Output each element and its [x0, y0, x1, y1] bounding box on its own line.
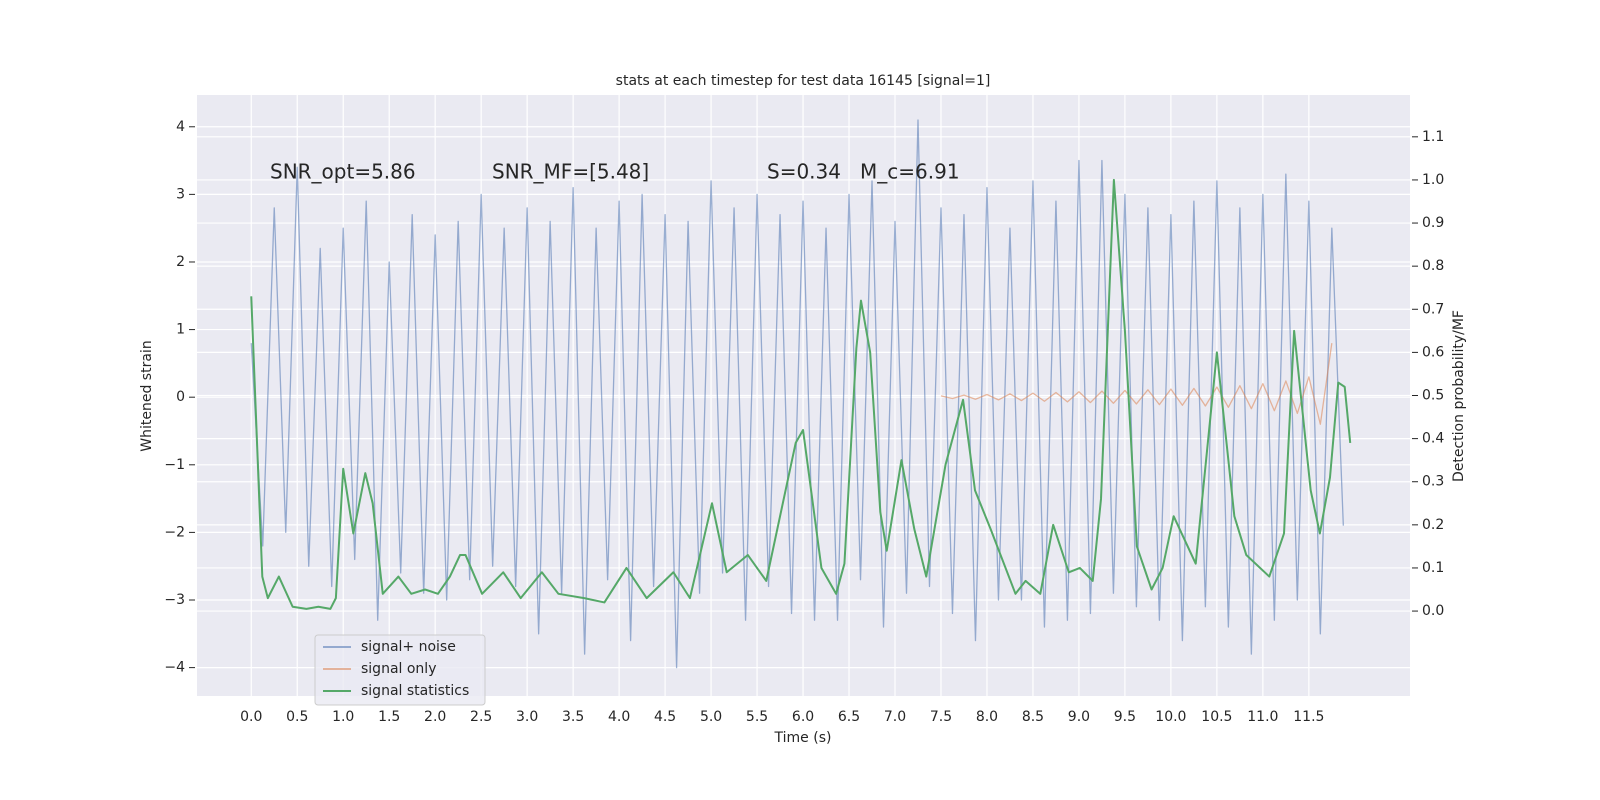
- x-tick-label: 0.0: [240, 709, 262, 725]
- legend-box: [314, 634, 486, 706]
- x-tick-label: 5.0: [700, 709, 722, 725]
- y2-tick-label: 0.7: [1422, 301, 1444, 317]
- y2-tick-label: 0.4: [1422, 431, 1444, 447]
- y2-tick-label: 0.6: [1422, 344, 1444, 360]
- legend-label: signal statistics: [361, 683, 469, 699]
- annotation: M_c=6.91: [860, 160, 960, 184]
- x-tick-label: 9.0: [1068, 709, 1090, 725]
- legend-label: signal only: [361, 661, 436, 677]
- x-tick-label: 9.5: [1114, 709, 1136, 725]
- y-tick-label: −2: [164, 524, 185, 540]
- series-line: [250, 178, 1352, 610]
- y-tick-label: −3: [164, 592, 185, 608]
- x-tick-label: 10.5: [1201, 709, 1232, 725]
- x-tick-label: 1.0: [332, 709, 354, 725]
- legend-label: signal+ noise: [361, 639, 456, 655]
- x-tick-label: 0.5: [286, 709, 308, 725]
- y-tick-label: 2: [176, 254, 185, 270]
- x-tick-label: 3.0: [516, 709, 538, 725]
- y2-tick-label: 0.0: [1422, 603, 1444, 619]
- y2-tick-label: 0.1: [1422, 560, 1444, 576]
- x-tick-label: 6.0: [792, 709, 814, 725]
- y2-tick-label: 0.8: [1422, 258, 1444, 274]
- x-tick-label: 10.0: [1155, 709, 1186, 725]
- y2-axis-label: Detection probability/MF: [1451, 310, 1467, 482]
- series-line: [250, 119, 1344, 669]
- y-tick-label: −4: [164, 660, 185, 676]
- x-tick-label: 2.0: [424, 709, 446, 725]
- y-tick-label: −1: [164, 457, 185, 473]
- x-tick-label: 4.0: [608, 709, 630, 725]
- x-tick-label: 6.5: [838, 709, 860, 725]
- y-tick-label: 1: [176, 322, 185, 338]
- y-tick-label: 0: [176, 389, 185, 405]
- x-tick-label: 1.5: [378, 709, 400, 725]
- y-tick-label: 3: [176, 186, 185, 202]
- annotation: S=0.34: [767, 160, 841, 184]
- y2-tick-label: 1.0: [1422, 172, 1444, 188]
- chart-title: stats at each timestep for test data 161…: [616, 73, 991, 89]
- x-tick-label: 5.5: [746, 709, 768, 725]
- x-tick-label: 8.0: [976, 709, 998, 725]
- y2-tick-label: 0.9: [1422, 215, 1444, 231]
- annotation: SNR_MF=[5.48]: [492, 160, 649, 184]
- x-tick-label: 3.5: [562, 709, 584, 725]
- y-axis-label: Whitened strain: [139, 340, 155, 451]
- y-tick-label: 4: [176, 119, 185, 135]
- y2-tick-label: 0.2: [1422, 517, 1444, 533]
- y2-tick-label: 0.3: [1422, 474, 1444, 490]
- x-tick-label: 11.0: [1247, 709, 1278, 725]
- x-tick-label: 2.5: [470, 709, 492, 725]
- x-tick-label: 11.5: [1293, 709, 1324, 725]
- x-tick-label: 7.0: [884, 709, 906, 725]
- x-tick-label: 8.5: [1022, 709, 1044, 725]
- y2-tick-label: 1.1: [1422, 129, 1444, 145]
- annotation: SNR_opt=5.86: [270, 160, 416, 184]
- x-tick-label: 4.5: [654, 709, 676, 725]
- x-tick-label: 7.5: [930, 709, 952, 725]
- y2-tick-label: 0.5: [1422, 388, 1444, 404]
- x-axis-label: Time (s): [774, 730, 832, 746]
- series-line: [940, 343, 1333, 425]
